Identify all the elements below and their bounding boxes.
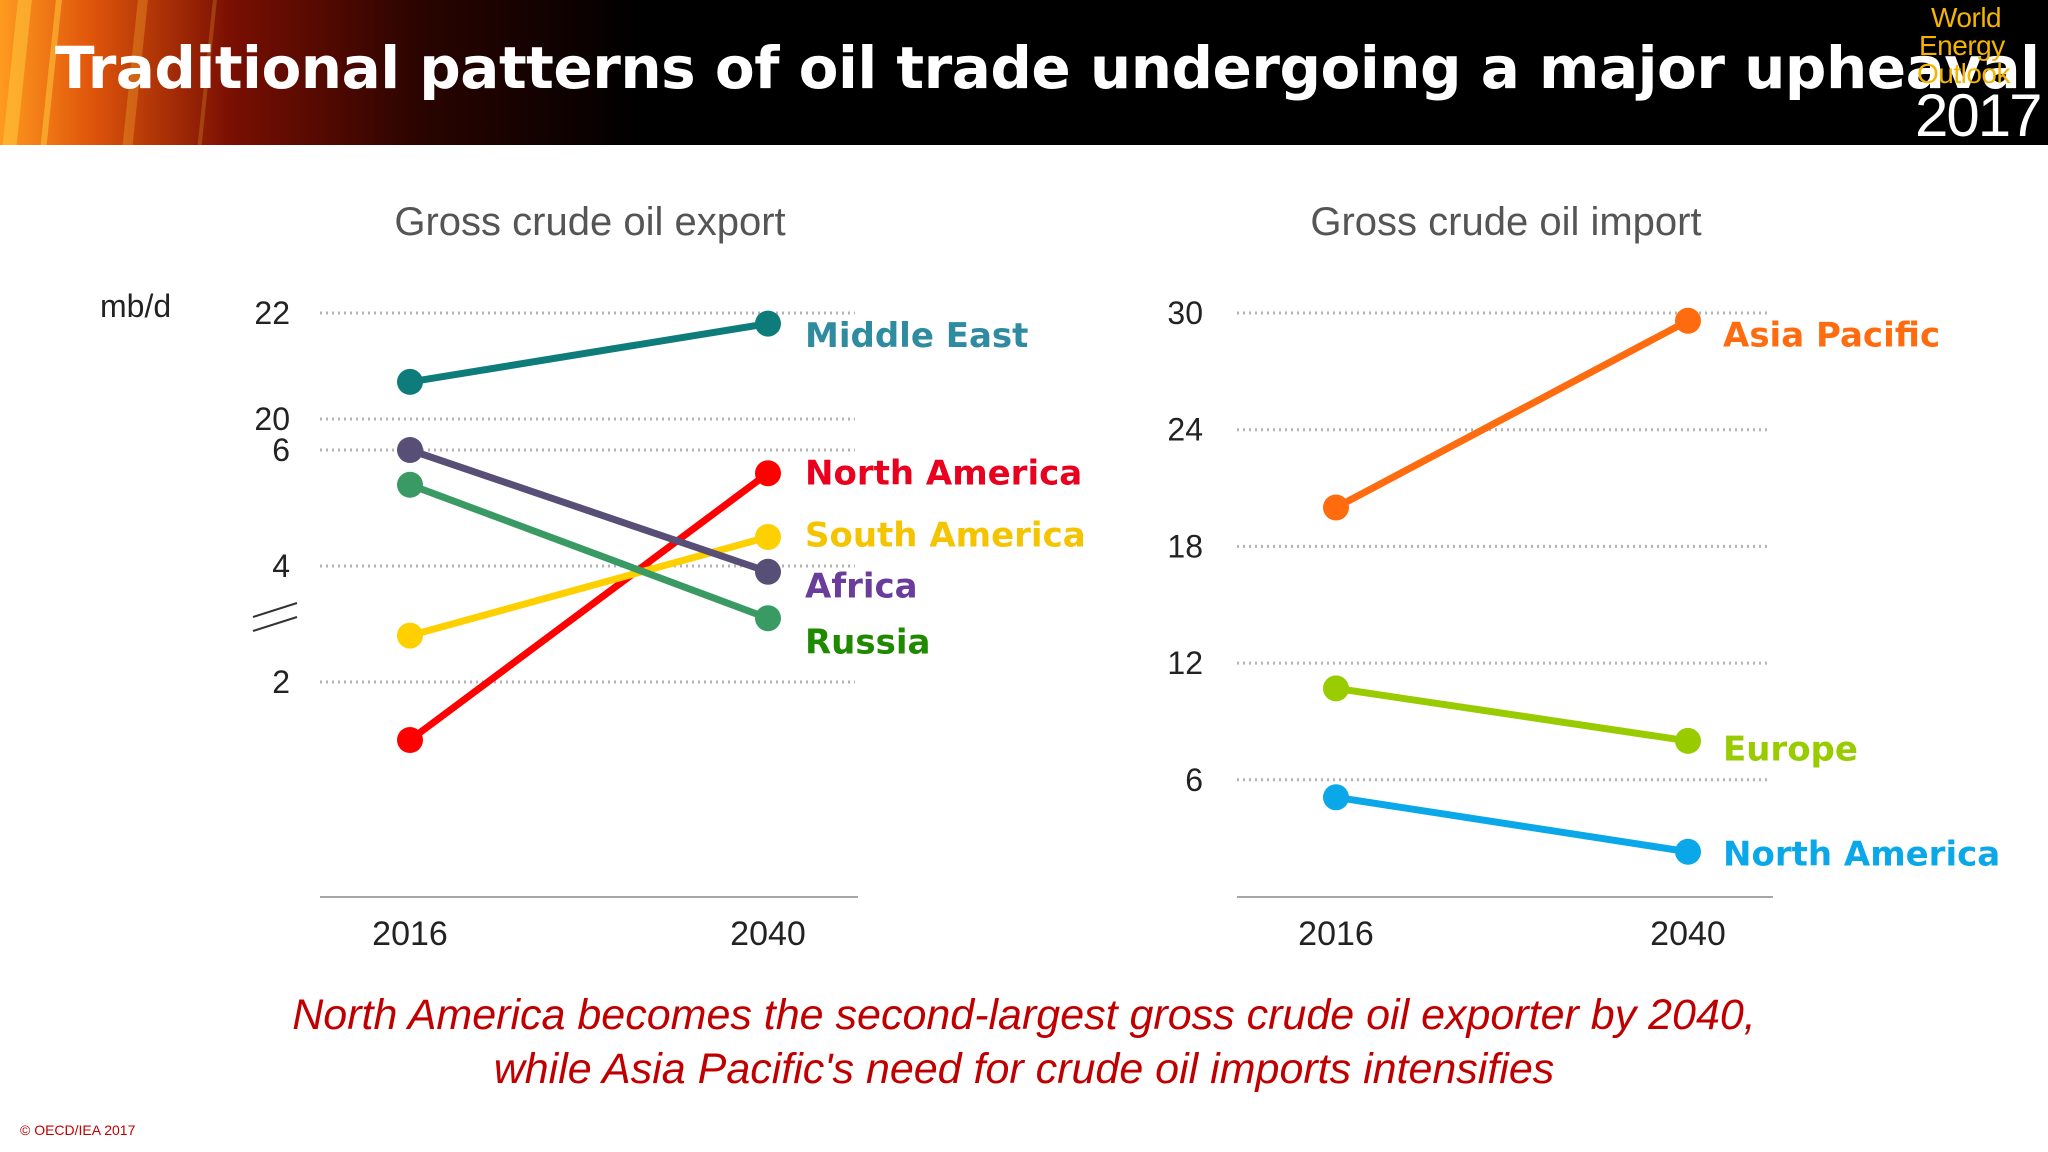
- series-label-south-america: South America: [805, 516, 1086, 556]
- data-point-middle-east: [397, 368, 423, 395]
- series-line-north-america: [1332, 793, 1692, 856]
- data-point-russia: [755, 605, 781, 632]
- data-point-north-america: [1323, 784, 1349, 811]
- axis-break-mark: [252, 602, 298, 618]
- data-point-north-america: [397, 727, 423, 753]
- y-axis-unit-label: mb/d: [100, 288, 171, 324]
- data-point-russia: [397, 471, 423, 498]
- series-label-africa: Africa: [805, 566, 918, 606]
- chart-title: Gross crude oil import: [1310, 200, 1701, 244]
- series-line-europe: [1332, 684, 1692, 745]
- weo-logo: World Energy Outlook 2017: [1915, 2, 2043, 146]
- data-point-africa: [397, 437, 423, 463]
- y-tick-label: 30: [1167, 295, 1203, 331]
- series-label-north-america: North America: [805, 454, 1082, 494]
- y-tick-label: 6: [1185, 762, 1203, 798]
- series-line-middle-east: [406, 320, 772, 386]
- series-label-europe: Europe: [1723, 729, 1858, 769]
- logo-line-energy: Energy: [1919, 30, 2005, 61]
- caption-line-2: while Asia Pacific's need for crude oil …: [493, 1045, 1555, 1093]
- y-tick-label: 2: [272, 664, 290, 700]
- x-tick-label: 2016: [372, 915, 448, 953]
- data-point-europe: [1323, 675, 1349, 702]
- y-tick-label: 22: [254, 295, 290, 331]
- series-line-north-america: [406, 469, 772, 744]
- data-point-south-america: [755, 524, 781, 550]
- data-point-north-america: [755, 460, 781, 487]
- data-point-asia-pacific: [1323, 494, 1349, 521]
- logo-line-outlook: Outlook: [1917, 58, 2011, 89]
- x-tick-label: 2040: [730, 915, 806, 953]
- data-point-north-america: [1675, 838, 1701, 865]
- y-tick-label: 20: [254, 401, 290, 437]
- series-label-russia: Russia: [805, 623, 930, 663]
- series-line-africa: [406, 446, 772, 576]
- y-tick-label: 4: [272, 548, 290, 584]
- y-tick-label: 12: [1167, 645, 1203, 681]
- chart-title: Gross crude oil export: [394, 200, 785, 244]
- y-tick-label: 18: [1167, 528, 1203, 564]
- data-point-europe: [1675, 727, 1701, 754]
- caption-line-1: North America becomes the second-largest…: [292, 991, 1756, 1039]
- data-point-asia-pacific: [1675, 307, 1701, 334]
- y-tick-label: 24: [1167, 412, 1203, 448]
- logo-year: 2017: [1915, 82, 2042, 146]
- series-label-asia-pacific: Asia Pacific: [1723, 315, 1940, 355]
- series-label-north-america: North America: [1723, 834, 2000, 874]
- data-point-africa: [755, 558, 781, 585]
- series-line-asia-pacific: [1332, 317, 1692, 511]
- data-point-south-america: [397, 622, 423, 649]
- data-point-middle-east: [755, 310, 781, 337]
- x-tick-label: 2040: [1650, 915, 1726, 953]
- export-chart: Gross crude oil export mb/d 2 4 620 22 2016 204…: [100, 200, 1086, 953]
- logo-line-world: World: [1931, 2, 2002, 33]
- axis-break-mark: [252, 616, 298, 632]
- import-chart: Gross crude oil import 6 12 18 24 30 2016 2040 A…: [1167, 200, 2000, 953]
- slide-title: Traditional patterns of oil trade underg…: [55, 34, 2040, 102]
- series-label-middle-east: Middle East: [805, 316, 1028, 356]
- title-banner: Traditional patterns of oil trade underg…: [0, 0, 2048, 145]
- y-tick-label: 6: [272, 432, 290, 468]
- copyright: © OECD/IEA 2017: [20, 1122, 136, 1138]
- x-tick-label: 2016: [1298, 915, 1374, 953]
- series-line-russia: [406, 481, 772, 622]
- banner-streak: [1, 0, 33, 145]
